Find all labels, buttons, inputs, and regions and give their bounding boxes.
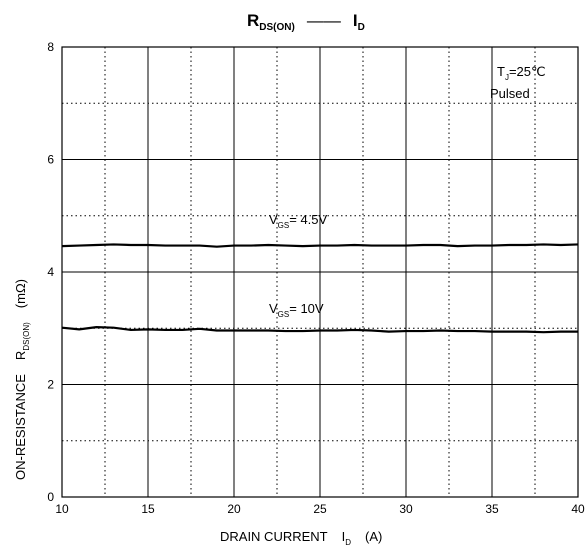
y-axis-label-text: ON-RESISTANCE — [13, 374, 28, 480]
series-line-2 — [61, 326, 578, 334]
series-label-1-rest: = 4.5V — [289, 212, 327, 227]
y-axis-ticks: 0 2 4 6 8 — [47, 40, 54, 504]
annotation-pulsed: Pulsed — [490, 86, 530, 101]
title-main: R — [247, 11, 259, 30]
series-label-vgs-10: VGS= 10V — [269, 301, 324, 319]
title-dash: —— — [307, 11, 341, 30]
series-label-2-rest: = 10V — [289, 301, 324, 316]
y-tick-label: 0 — [47, 490, 54, 504]
annotation-t: T — [497, 64, 505, 79]
y-tick-label: 4 — [47, 265, 54, 279]
plot-border — [61, 46, 579, 498]
series-label-1-sub: GS — [278, 221, 290, 230]
annotation-t-rest: =25℃ — [509, 64, 546, 79]
annotation-temperature: TJ=25℃ — [497, 64, 546, 82]
x-axis-label: DRAIN CURRENT ID (A) — [220, 529, 382, 547]
x-tick-label: 20 — [227, 502, 241, 516]
x-tick-label: 25 — [313, 502, 327, 516]
x-axis-label-symbol: I — [342, 529, 346, 544]
annotation-t-sub: J — [505, 73, 509, 82]
series-label-2-sub: GS — [278, 310, 290, 319]
y-tick-label: 8 — [47, 40, 54, 54]
title-rhs: I — [353, 11, 358, 30]
y-tick-label: 6 — [47, 153, 54, 167]
y-axis-label: ON-RESISTANCE RDS(ON) (mΩ) — [13, 279, 31, 480]
y-tick-label: 2 — [47, 378, 54, 392]
title-rhs-sub: D — [358, 22, 365, 33]
y-axis-label-symbol-sub: DS(ON) — [22, 322, 31, 351]
title-main-sub: DS(ON) — [259, 22, 295, 33]
grid — [61, 46, 579, 498]
x-tick-label: 15 — [141, 502, 155, 516]
x-tick-label: 35 — [485, 502, 499, 516]
x-tick-label: 30 — [399, 502, 413, 516]
series-label-vgs-4.5: VGS= 4.5V — [269, 212, 328, 230]
series-label-1-main: V — [269, 212, 278, 227]
x-axis-ticks: 10 15 20 25 30 35 40 — [55, 502, 585, 516]
x-axis-label-symbol-sub: D — [345, 538, 351, 547]
x-tick-label: 40 — [571, 502, 585, 516]
y-axis-label-unit: (mΩ) — [13, 279, 28, 308]
chart-title: RDS(ON) —— ID — [247, 11, 365, 33]
series-label-2-main: V — [269, 301, 278, 316]
x-axis-label-unit: (A) — [365, 529, 382, 544]
plot-frame — [61, 46, 579, 498]
series-lines — [61, 243, 579, 334]
x-axis-label-text: DRAIN CURRENT — [220, 529, 328, 544]
series-line-1 — [61, 243, 579, 248]
x-tick-label: 10 — [55, 502, 69, 516]
y-axis-label-symbol: R — [13, 351, 28, 360]
